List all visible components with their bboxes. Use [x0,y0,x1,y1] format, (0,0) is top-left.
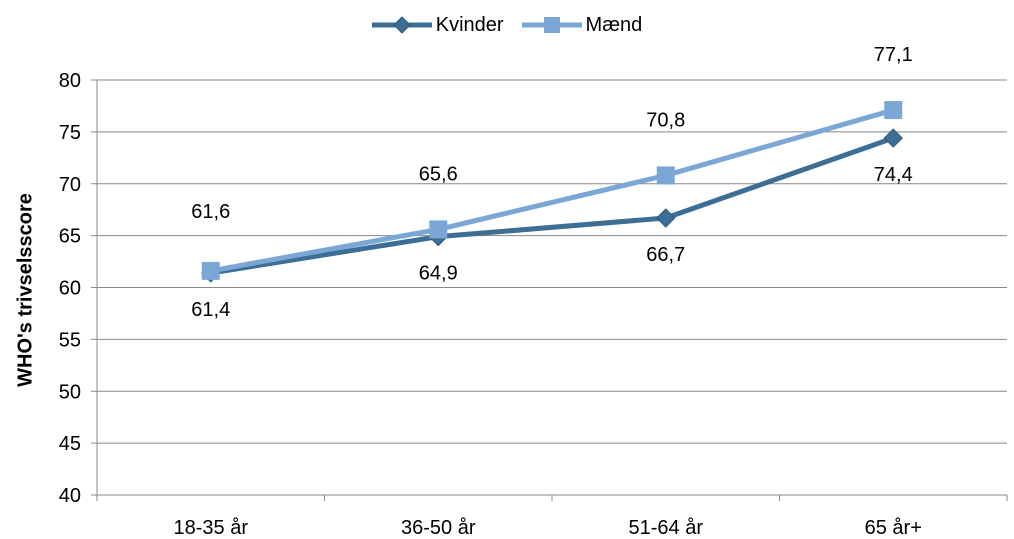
y-tick-label: 45 [59,433,81,455]
data-label-maend: 77,1 [874,44,913,66]
data-label-maend: 61,6 [191,201,230,223]
data-label-maend: 65,6 [419,163,458,185]
legend: Kvinder Mænd [0,8,1014,42]
y-tick-label: 75 [59,122,81,144]
y-tick-label: 65 [59,226,81,248]
x-tick-label: 51-64 år [629,517,704,539]
y-tick-label: 55 [59,329,81,351]
data-point-maend [656,166,675,185]
y-tick-label: 80 [59,70,81,92]
data-point-maend [429,220,448,239]
data-label-kvinder: 66,7 [646,244,685,266]
x-tick-label: 65 år+ [865,517,922,539]
data-point-kvinder [883,128,903,148]
y-tick-label: 60 [59,278,81,300]
legend-marker-kvinder [371,16,432,34]
data-point-maend [201,261,220,280]
y-tick-label: 70 [59,174,81,196]
legend-item-kvinder: Kvinder [371,13,504,37]
x-tick-label: 36-50 år [401,517,476,539]
data-label-kvinder: 74,4 [874,164,913,186]
data-label-kvinder: 61,4 [191,299,230,321]
data-label-maend: 70,8 [646,109,685,131]
data-point-kvinder [656,208,676,228]
y-tick-label: 50 [59,381,81,403]
x-tick-label: 18-35 år [174,517,249,539]
data-point-maend [884,101,903,120]
legend-label-maend: Mænd [585,13,643,36]
y-tick-label: 40 [59,485,81,507]
legend-label-kvinder: Kvinder [435,13,504,36]
legend-item-maend: Mænd [521,13,643,37]
data-label-kvinder: 64,9 [419,263,458,285]
series-line-kvinder [208,135,896,276]
legend-marker-maend [521,17,582,33]
series-line-maend [208,107,896,274]
